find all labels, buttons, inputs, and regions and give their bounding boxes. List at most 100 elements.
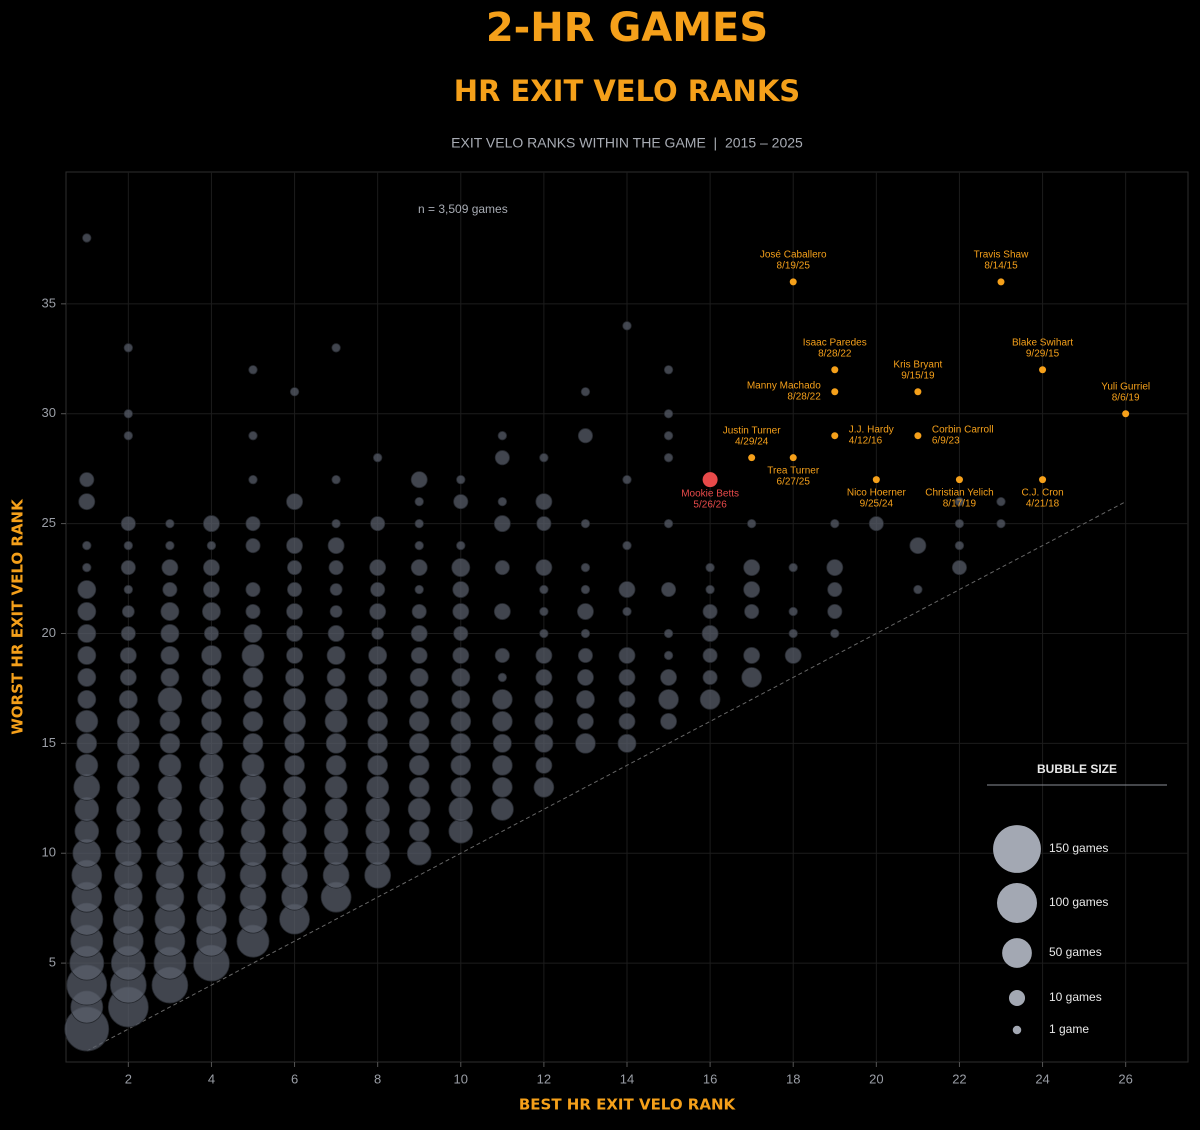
bubble — [283, 775, 307, 799]
bubble — [618, 581, 636, 598]
point-label-date: 9/25/24 — [860, 498, 894, 509]
bubble — [580, 518, 591, 529]
point-label-date: 9/15/19 — [901, 370, 935, 381]
bubble — [116, 775, 140, 799]
bubble — [75, 709, 99, 733]
bubble — [73, 773, 101, 801]
bubble — [370, 582, 386, 598]
bubble — [331, 343, 341, 353]
featured-point — [702, 472, 718, 488]
bubble — [76, 733, 98, 754]
bubble — [78, 493, 96, 511]
bubble — [198, 839, 225, 867]
bubble — [116, 753, 140, 777]
bubble — [203, 581, 220, 598]
point-label-name: Nico Hoerner — [847, 487, 907, 498]
bubble — [286, 647, 303, 664]
bubble — [451, 689, 471, 709]
bubble — [618, 668, 636, 686]
bubble — [367, 733, 388, 754]
bubble — [327, 625, 345, 642]
bubble — [74, 796, 100, 822]
bubble — [158, 753, 182, 777]
bubble — [327, 537, 345, 555]
bubble — [658, 689, 679, 710]
bubble — [162, 582, 178, 598]
bubble — [456, 475, 466, 485]
legend-label: 100 games — [1049, 895, 1108, 909]
bubble — [451, 667, 471, 687]
bubble — [534, 711, 554, 731]
point-label-name: Manny Machado — [747, 380, 821, 391]
bubble — [661, 582, 677, 598]
bubble — [201, 645, 222, 666]
bubble — [827, 603, 843, 620]
x-tick-label: 14 — [620, 1071, 634, 1086]
bubble — [450, 755, 472, 776]
point-label-name: J.J. Hardy — [849, 424, 894, 435]
chart-caption: EXIT VELO RANKS WITHIN THE GAME | 2015 –… — [451, 135, 803, 151]
bubble — [618, 647, 636, 664]
bubble — [160, 624, 180, 643]
bubble — [367, 711, 388, 732]
bubble — [283, 709, 307, 733]
bubble — [414, 540, 424, 551]
bubble — [369, 559, 387, 576]
point-label-date: 8/14/15 — [984, 261, 1018, 272]
bubble — [281, 861, 308, 889]
highlight-point — [789, 454, 797, 462]
bubble — [324, 687, 348, 711]
bubble — [660, 712, 677, 730]
bubble — [367, 689, 388, 710]
bubble — [826, 559, 844, 576]
highlight-point — [997, 278, 1005, 286]
bubble — [622, 540, 632, 551]
annotation: n = 3,509 games — [418, 202, 508, 216]
bubble — [157, 796, 183, 822]
bubble — [75, 753, 99, 777]
y-tick-label: 15 — [42, 735, 56, 750]
bubble — [868, 516, 884, 532]
bubble — [364, 861, 392, 889]
bubble — [203, 625, 219, 642]
point-label-name: Trea Turner — [767, 465, 820, 476]
bubble — [243, 624, 263, 643]
bubble — [408, 776, 430, 798]
bubble — [199, 731, 223, 755]
x-tick-label: 20 — [869, 1071, 883, 1086]
bubble — [199, 753, 224, 778]
legend-bubble — [1012, 1025, 1022, 1035]
bubble — [699, 689, 721, 710]
chart-title: 2-HR GAMES — [486, 5, 768, 51]
bubble — [788, 606, 798, 617]
bubble — [539, 453, 549, 463]
point-label-name: Christian Yelich — [925, 487, 993, 498]
y-tick-label: 30 — [42, 405, 56, 420]
bubble — [123, 409, 133, 419]
bubble — [331, 475, 341, 485]
bubble — [702, 603, 718, 620]
bubble — [788, 562, 798, 573]
bubble — [577, 428, 593, 444]
bubble — [206, 540, 217, 551]
highlight-point — [831, 432, 839, 440]
bubble — [365, 796, 390, 822]
point-label-name: Isaac Paredes — [803, 337, 867, 348]
bubble — [407, 797, 431, 821]
point-label-date: 8/28/22 — [818, 348, 852, 359]
bubble — [577, 668, 594, 686]
bubble — [284, 733, 305, 754]
bubble — [324, 709, 348, 733]
bubble — [536, 516, 552, 532]
bubble — [913, 584, 923, 595]
bubble — [622, 606, 632, 617]
bubble — [239, 839, 267, 867]
bubble — [77, 689, 97, 709]
x-tick-label: 6 — [291, 1071, 298, 1086]
bubble — [119, 668, 137, 686]
bubble — [123, 584, 133, 595]
bubble — [79, 472, 95, 488]
bubble — [452, 581, 470, 598]
x-tick-label: 26 — [1118, 1071, 1132, 1086]
